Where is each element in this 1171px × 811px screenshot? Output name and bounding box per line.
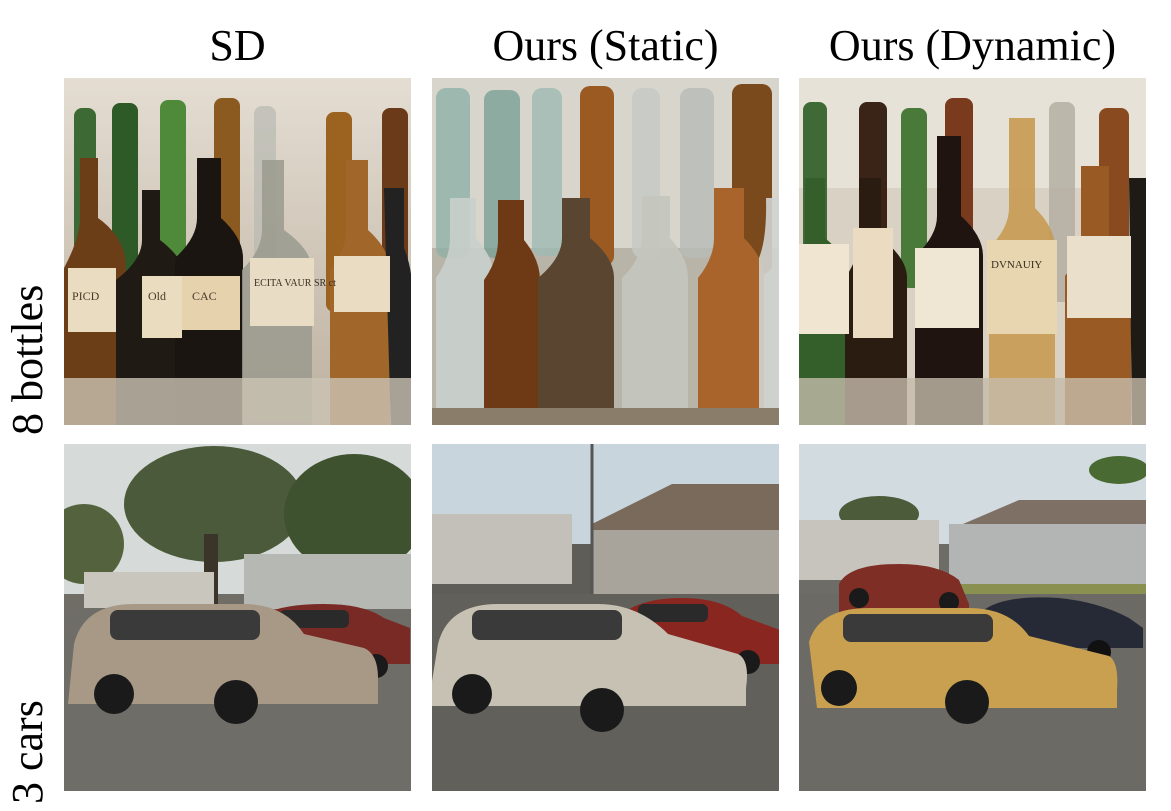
row-label-8-bottles: 8 bottles <box>3 284 52 435</box>
image-ours-dynamic-8-bottles: DVNAUIY <box>799 78 1146 425</box>
dyn-bottle-label-1: DVNAUIY <box>991 259 1042 271</box>
column-title-ours-dynamic: Ours (Dynamic) <box>828 21 1117 70</box>
column-title-sd: SD <box>209 21 266 70</box>
sd-bottle-label-4: ECITA VAUR SR ct <box>254 278 336 289</box>
row-label-3-cars: 3 cars <box>3 700 52 804</box>
sd-bottle-label-2: Old <box>148 289 166 303</box>
sd-bottle-label-1: PICD <box>72 289 100 303</box>
column-title-ours-static: Ours (Static) <box>492 21 719 70</box>
image-ours-static-8-bottles <box>432 78 779 425</box>
image-sd-8-bottles: PICD Old CAC ECITA VAUR SR ct <box>64 78 411 425</box>
sd-bottle-label-3: CAC <box>192 289 217 303</box>
image-sd-3-cars <box>64 444 411 791</box>
image-ours-dynamic-3-cars <box>799 444 1146 791</box>
image-ours-static-3-cars <box>432 444 779 791</box>
